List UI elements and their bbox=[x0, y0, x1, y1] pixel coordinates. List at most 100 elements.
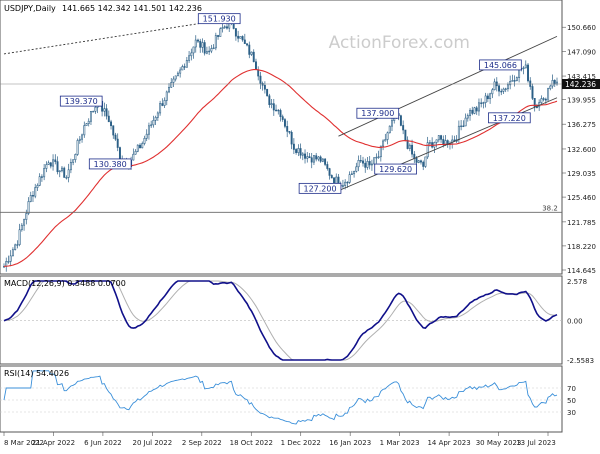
candle bbox=[78, 136, 81, 144]
candle bbox=[161, 98, 164, 107]
candle bbox=[493, 78, 496, 91]
candle-body bbox=[484, 95, 487, 103]
price-series-group: 38.2 151.930 139.370 130.380 127.200 137.900 1… bbox=[0, 13, 562, 272]
rsi-line bbox=[3, 370, 558, 425]
candle bbox=[23, 218, 26, 231]
candle bbox=[20, 223, 23, 232]
candle-body bbox=[411, 144, 414, 155]
rsi-tick-label: 50 bbox=[567, 397, 576, 405]
swing-label-text: 127.200 bbox=[303, 184, 336, 193]
y-tick-label: 147.090 bbox=[567, 48, 596, 56]
candle-body bbox=[368, 161, 371, 166]
candle-body bbox=[424, 156, 427, 167]
candle-body bbox=[156, 112, 159, 118]
candle-body bbox=[67, 169, 70, 178]
candle-body bbox=[72, 159, 75, 163]
candle-body bbox=[234, 28, 237, 37]
candle bbox=[480, 98, 483, 108]
x-tick-label: 16 Jan 2023 bbox=[329, 439, 371, 447]
candle bbox=[399, 114, 402, 127]
candle-body bbox=[259, 75, 262, 84]
candle-body bbox=[179, 69, 182, 74]
candle-body bbox=[295, 149, 298, 153]
candle-body bbox=[103, 108, 106, 112]
candle-body bbox=[181, 66, 184, 71]
candle bbox=[192, 46, 195, 59]
candle-body bbox=[464, 117, 467, 127]
candle bbox=[484, 92, 487, 108]
candle-body bbox=[210, 48, 213, 52]
swing-label-box bbox=[197, 13, 241, 25]
candle bbox=[355, 162, 358, 173]
candle-body bbox=[422, 161, 425, 167]
candle-body bbox=[315, 155, 318, 160]
candle-body bbox=[105, 108, 108, 117]
candle bbox=[504, 87, 507, 93]
candle-body bbox=[420, 160, 422, 163]
candle-body bbox=[27, 201, 30, 214]
candle-body bbox=[457, 125, 460, 140]
candle bbox=[404, 129, 407, 142]
candle bbox=[301, 152, 304, 161]
candle bbox=[547, 87, 550, 101]
candle bbox=[366, 157, 369, 170]
macd-tick-label: -2.5583 bbox=[567, 357, 594, 365]
candle bbox=[199, 38, 202, 53]
candle-body bbox=[246, 43, 249, 46]
candle-body bbox=[40, 176, 43, 178]
macd-line bbox=[3, 280, 558, 361]
candle-body bbox=[152, 119, 155, 126]
candle bbox=[469, 108, 472, 121]
candle-body bbox=[437, 135, 440, 141]
swing-label-box bbox=[59, 95, 103, 107]
candle-body bbox=[460, 125, 463, 128]
candle-body bbox=[304, 153, 306, 159]
y-tick-label: 136.275 bbox=[567, 121, 596, 129]
candle-body bbox=[197, 39, 199, 42]
candle-body bbox=[114, 134, 117, 140]
trendline-dotted bbox=[3, 18, 230, 55]
candle-body bbox=[118, 147, 121, 161]
y-tick-label: 114.645 bbox=[567, 267, 596, 275]
candle-body bbox=[11, 249, 14, 257]
candle-body bbox=[480, 102, 483, 104]
candle bbox=[424, 156, 427, 168]
candle bbox=[529, 77, 532, 90]
candle bbox=[105, 104, 108, 120]
candle-body bbox=[223, 26, 226, 28]
candle bbox=[65, 175, 68, 180]
candle bbox=[368, 156, 371, 170]
candle-body bbox=[107, 115, 110, 123]
candle bbox=[486, 93, 489, 103]
candle bbox=[72, 159, 75, 166]
candle-body bbox=[239, 36, 242, 39]
candle-body bbox=[382, 140, 385, 147]
candle-body bbox=[435, 139, 438, 143]
ohlc-header: 141.665 142.342 141.501 142.236 bbox=[62, 4, 202, 13]
candle-body bbox=[301, 153, 304, 156]
candle bbox=[147, 122, 150, 140]
candle-body bbox=[78, 138, 81, 141]
candle bbox=[299, 143, 302, 159]
candle bbox=[141, 141, 144, 149]
candle bbox=[326, 161, 329, 171]
candle-body bbox=[355, 166, 358, 172]
swing-label: 151.930 bbox=[197, 13, 241, 25]
candle bbox=[290, 130, 293, 150]
candle bbox=[150, 120, 153, 128]
candle-body bbox=[154, 117, 157, 121]
candle-body bbox=[45, 164, 48, 169]
candle-body bbox=[399, 115, 402, 126]
candle-body bbox=[94, 106, 97, 112]
candle bbox=[489, 92, 492, 104]
candle-body bbox=[511, 80, 514, 82]
candle-body bbox=[61, 167, 63, 172]
candle bbox=[248, 41, 251, 59]
candle-body bbox=[527, 64, 529, 82]
candle-body bbox=[176, 72, 179, 77]
candle bbox=[67, 163, 70, 183]
candle-body bbox=[491, 89, 494, 95]
candle bbox=[239, 36, 242, 39]
candle bbox=[203, 40, 206, 56]
